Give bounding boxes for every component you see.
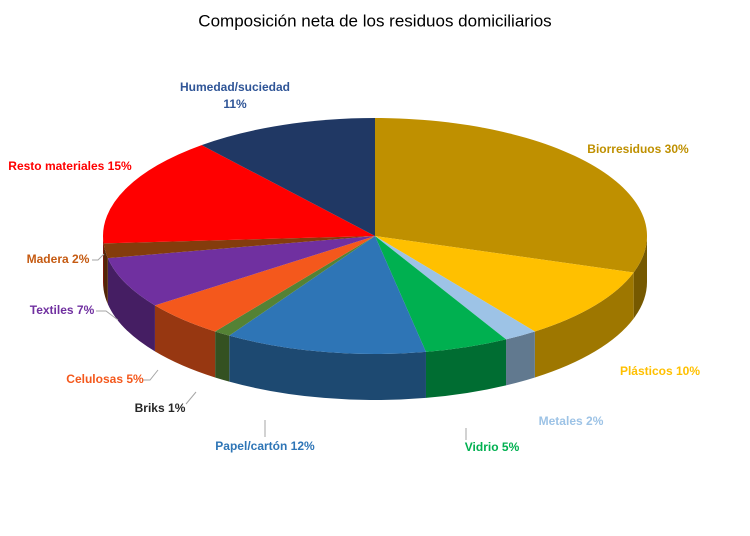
data-label: Biorresiduos 30%	[587, 142, 689, 156]
slice	[375, 236, 535, 340]
data-label-value: 2%	[586, 414, 604, 428]
data-label: Vidrio 5%	[465, 440, 520, 454]
data-label: Plásticos 10%	[620, 364, 700, 378]
data-label-name: Papel/cartón	[215, 439, 287, 453]
data-label-name: Textiles	[30, 303, 74, 317]
data-label-name: Metales	[539, 414, 583, 428]
slice-side	[506, 331, 535, 386]
data-label-name: Briks	[135, 401, 165, 415]
data-label-name: Biorresiduos	[587, 142, 661, 156]
data-label-name: Vidrio	[465, 440, 499, 454]
slice-side	[154, 305, 216, 378]
slice	[102, 145, 375, 244]
data-label-value: 11%	[223, 97, 247, 111]
data-label-name: Humedad/suciedad	[180, 80, 290, 94]
slice	[375, 236, 507, 352]
leader-line	[92, 253, 105, 261]
data-label-name: Plásticos	[620, 364, 673, 378]
slice-side	[103, 243, 108, 305]
data-label: Celulosas 5%	[66, 372, 144, 386]
data-label-name: Madera	[27, 252, 69, 266]
data-label: Briks 1%	[135, 401, 186, 415]
slice-side	[107, 258, 155, 352]
slice	[103, 236, 375, 259]
slice-side	[534, 272, 634, 378]
data-label: Madera 2%	[27, 252, 90, 266]
leader-line	[96, 310, 119, 321]
data-label-value: 30%	[665, 142, 689, 156]
data-label-value: 1%	[168, 401, 186, 415]
slice	[375, 118, 647, 273]
data-label: Metales 2%	[539, 414, 604, 428]
slice	[215, 236, 375, 336]
data-label-value: 5%	[126, 372, 144, 386]
data-label-value: 15%	[108, 159, 132, 173]
slice-side	[229, 335, 426, 400]
data-label: Resto materiales 15%	[8, 159, 132, 173]
leader-line	[142, 369, 159, 381]
data-label: Textiles 7%	[30, 303, 95, 317]
data-label-value: 7%	[77, 303, 95, 317]
slice-side	[633, 236, 647, 319]
data-label-value: 12%	[291, 439, 315, 453]
data-label: Papel/cartón 12%	[215, 439, 315, 453]
slice	[154, 236, 375, 332]
data-label-value: 2%	[72, 252, 90, 266]
slice	[107, 236, 375, 306]
slice	[229, 236, 426, 354]
slice-side	[215, 331, 230, 382]
chart-title: Composición neta de los residuos domicil…	[198, 11, 551, 30]
slice-side	[425, 339, 507, 398]
data-label-name: Celulosas	[66, 372, 123, 386]
slice-side	[103, 236, 104, 290]
data-label-name: Resto materiales	[8, 159, 104, 173]
data-label-value: 5%	[502, 440, 520, 454]
data-label-value: 10%	[676, 364, 700, 378]
leader-line	[185, 391, 197, 405]
slice	[201, 118, 375, 236]
slice	[375, 236, 634, 332]
